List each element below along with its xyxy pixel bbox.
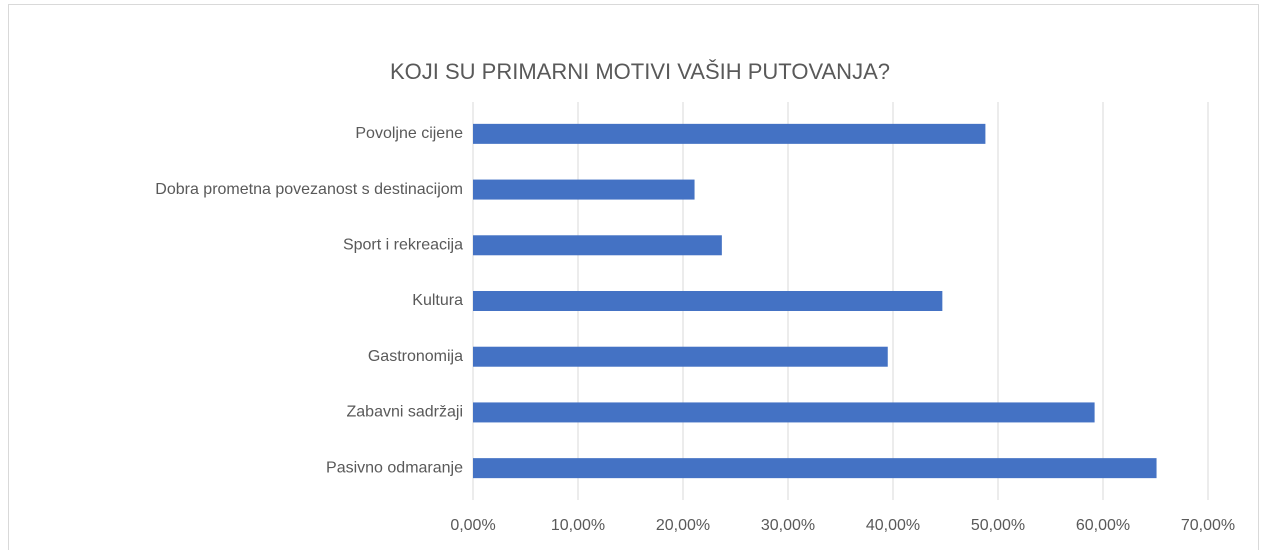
bar (473, 402, 1095, 423)
bar (473, 291, 943, 311)
x-tick-label: 70,00% (1181, 517, 1235, 534)
bar (473, 179, 695, 200)
x-tick-label: 20,00% (656, 517, 710, 534)
y-tick-label: Pasivno odmaranje (326, 459, 463, 476)
y-tick-label: Sport i rekreacija (343, 237, 463, 254)
y-tick-label: Kultura (412, 292, 463, 309)
chart-title: KOJI SU PRIMARNI MOTIVI VAŠIH PUTOVANJA? (390, 59, 890, 84)
x-tick-label: 60,00% (1076, 517, 1130, 534)
y-tick-label: Zabavni sadržaji (347, 404, 464, 421)
bar (473, 346, 888, 367)
bar (473, 123, 986, 144)
bar (473, 235, 722, 256)
x-tick-label: 0,00% (450, 517, 495, 534)
x-tick-label: 10,00% (551, 517, 605, 534)
y-tick-label: Povoljne cijene (355, 125, 463, 142)
x-tick-label: 40,00% (866, 517, 920, 534)
x-tick-label: 50,00% (971, 517, 1025, 534)
bar (473, 458, 1157, 479)
y-tick-label: Gastronomija (368, 348, 463, 365)
y-tick-label: Dobra prometna povezanost s destinacijom (155, 181, 463, 198)
x-tick-label: 30,00% (761, 517, 815, 534)
